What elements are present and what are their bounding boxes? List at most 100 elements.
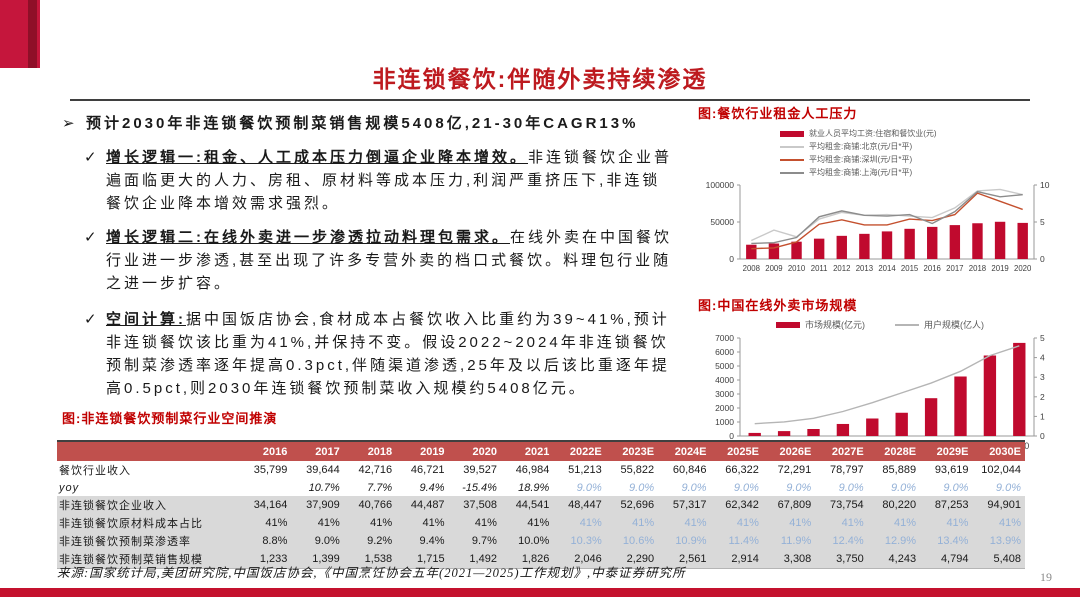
table-cell: 46,984 xyxy=(515,464,550,476)
table-cell: 2,914 xyxy=(710,550,763,569)
growth-logic-1-text: 增长逻辑一:租金、人工成本压力倒逼企业降本增效。非连锁餐饮企业普遍面临更大的人力… xyxy=(106,146,674,215)
table-cell: 93,619 xyxy=(934,464,969,476)
table-row: yoy 10.7% 7.7% 9.4% -15.4% 18.9% 9.0% 9.0% 9.0% 9… xyxy=(57,479,1025,496)
table-cell: 9.0% xyxy=(681,481,707,494)
table-cell: 41% xyxy=(762,514,816,532)
table-cell: 52,696 xyxy=(605,496,659,514)
table-cell: 3,750 xyxy=(815,550,868,569)
table-cell: 41% xyxy=(658,514,711,532)
table-cell: 80,220 xyxy=(867,496,921,514)
svg-text:0: 0 xyxy=(729,254,734,264)
row-label: 非连锁餐饮预制菜销售规模 xyxy=(57,550,239,569)
table-cell: 41% xyxy=(500,514,554,532)
table-cell: 3,308 xyxy=(762,550,816,569)
table-cell: 9.0% xyxy=(838,481,864,494)
table-cell: 39,527 xyxy=(463,464,497,476)
table-cell: 2,046 xyxy=(553,550,606,569)
legend-label: 就业人员平均工资:住宿和餐饮业(元) xyxy=(809,129,937,138)
table-cell: 2,290 xyxy=(605,550,659,569)
table-cell: 13.9% xyxy=(972,532,1025,550)
svg-text:50000: 50000 xyxy=(710,217,734,227)
table-column-header: 2027E xyxy=(815,441,868,461)
svg-text:2012: 2012 xyxy=(833,264,850,273)
line-swatch-icon xyxy=(895,323,919,326)
row-label: 非连锁餐饮企业收入 xyxy=(57,496,239,514)
space-calculation-rest: 据中国饭店协会,食材成本占餐饮收入比重约为39~41%,预计非连锁餐饮该比重为4… xyxy=(106,311,670,397)
growth-logic-2: ✓ 增长逻辑二:在线外卖进一步渗透拉动料理包需求。在线外卖在中国餐饮行业进一步渗… xyxy=(62,226,674,295)
table-cell: 9.2% xyxy=(343,532,397,550)
table-cell: 57,317 xyxy=(658,496,711,514)
table-column-header: 2017 xyxy=(291,441,344,461)
growth-logic-2-text: 增长逻辑二:在线外卖进一步渗透拉动料理包需求。在线外卖在中国餐饮行业进一步渗透,… xyxy=(106,226,674,295)
table-cell: 1,538 xyxy=(343,550,397,569)
table-row: 餐饮行业收入 35,799 39,644 42,716 46,721 39,527 46,9… xyxy=(57,461,1025,479)
figures-column: 图:餐饮行业租金人工压力 就业人员平均工资:住宿和餐饮业(元) 平均租金:商铺:… xyxy=(694,103,1066,460)
growth-logic-2-rest: 在线外卖在中国餐饮行业进一步渗透,甚至出现了许多专营外卖的档口式餐饮。料理包行业… xyxy=(106,229,673,292)
table-cell: 44,541 xyxy=(500,496,554,514)
table-column-header: 2018 xyxy=(343,441,397,461)
source-note: 来源:国家统计局,美团研究院,中国饭店协会,《中国烹饪协会五年(2021—202… xyxy=(57,566,686,580)
row-label: 非连锁餐饮预制菜渗透率 xyxy=(57,532,239,550)
svg-text:3: 3 xyxy=(1040,372,1045,382)
table-row: 非连锁餐饮预制菜渗透率 8.8% 9.0% 9.2% 9.4% 9.7% 10.0% 10.3… xyxy=(57,532,1025,550)
line-swatch-icon xyxy=(780,145,804,148)
table-cell: 41% xyxy=(815,514,868,532)
legend-item: 平均租金:商铺:上海(元/日*平) xyxy=(780,167,1066,178)
svg-text:4: 4 xyxy=(1040,353,1045,363)
table-cell: 9.4% xyxy=(419,481,445,494)
table-column-header: 2025E xyxy=(710,441,763,461)
svg-text:2018: 2018 xyxy=(969,264,986,273)
summary-text-block: ➢ 预计2030年非连锁餐饮预制菜销售规模5408亿,21-30年CAGR13%… xyxy=(62,112,674,400)
svg-text:0: 0 xyxy=(729,431,734,441)
legend-item: 用户规模(亿人) xyxy=(895,318,984,331)
table-cell: 41% xyxy=(291,514,344,532)
svg-text:2013: 2013 xyxy=(856,264,873,273)
line-swatch-icon xyxy=(780,171,804,174)
check-icon: ✓ xyxy=(84,311,97,328)
svg-text:2020: 2020 xyxy=(1014,264,1032,273)
table-cell: 78,797 xyxy=(830,464,864,476)
growth-logic-1-lead: 增长逻辑一:租金、人工成本压力倒逼企业降本增效。 xyxy=(106,149,528,166)
table-cell: 41% xyxy=(972,514,1025,532)
table-cell: 8.8% xyxy=(239,532,292,550)
table-cell: 4,243 xyxy=(867,550,921,569)
legend-label: 平均租金:商铺:北京(元/日*平) xyxy=(809,142,913,151)
table-row: 非连锁餐饮预制菜销售规模 1,233 1,399 1,538 1,715 1,492 1,8… xyxy=(57,550,1025,569)
table-cell: 44,487 xyxy=(396,496,449,514)
rent-labor-chart-legend: 就业人员平均工资:住宿和餐饮业(元) 平均租金:商铺:北京(元/日*平) 平均租… xyxy=(780,128,1066,178)
svg-text:2009: 2009 xyxy=(765,264,782,273)
check-icon: ✓ xyxy=(84,229,97,246)
fig-caption-rent-labor: 图:餐饮行业租金人工压力 xyxy=(698,106,858,121)
svg-text:5000: 5000 xyxy=(715,361,734,371)
table-cell: 73,754 xyxy=(815,496,868,514)
table-cell: 10.3% xyxy=(553,532,606,550)
table-cell: 48,447 xyxy=(553,496,606,514)
table-cell: 41% xyxy=(396,514,449,532)
table-cell: 41% xyxy=(553,514,606,532)
table-cell: 9.7% xyxy=(448,532,501,550)
legend-label: 用户规模(亿人) xyxy=(924,320,984,330)
table-column-header xyxy=(57,441,239,461)
table-cell: 1,399 xyxy=(291,550,344,569)
svg-text:1: 1 xyxy=(1040,411,1045,421)
growth-logic-1: ✓ 增长逻辑一:租金、人工成本压力倒逼企业降本增效。非连锁餐饮企业普遍面临更大的… xyxy=(62,146,674,215)
table-caption: 图:非连锁餐饮预制菜行业空间推演 xyxy=(62,411,278,426)
title-divider xyxy=(70,99,1030,101)
table-cell: 5,408 xyxy=(972,550,1025,569)
table-cell: -15.4% xyxy=(462,481,497,494)
table-cell: 34,164 xyxy=(239,496,292,514)
table-cell: 1,715 xyxy=(396,550,449,569)
legend-item: 平均租金:商铺:北京(元/日*平) xyxy=(780,141,1066,152)
table-cell: 87,253 xyxy=(920,496,973,514)
table-cell: 35,799 xyxy=(253,464,288,476)
legend-item: 市场规模(亿元) xyxy=(776,318,865,331)
legend-item: 平均租金:商铺:深圳(元/日*平) xyxy=(780,154,1066,165)
table-cell: 10.7% xyxy=(308,481,340,494)
table-cell: 9.0% xyxy=(733,481,759,494)
table-cell: 1,826 xyxy=(500,550,554,569)
page-number: 19 xyxy=(1040,570,1052,584)
table-column-header: 2021 xyxy=(500,441,554,461)
svg-text:2010: 2010 xyxy=(788,264,806,273)
svg-text:5: 5 xyxy=(1040,333,1045,343)
table-row: 非连锁餐饮原材料成本占比 41% 41% 41% 41% 41% 41% 41% 41% 41% 4… xyxy=(57,514,1025,532)
